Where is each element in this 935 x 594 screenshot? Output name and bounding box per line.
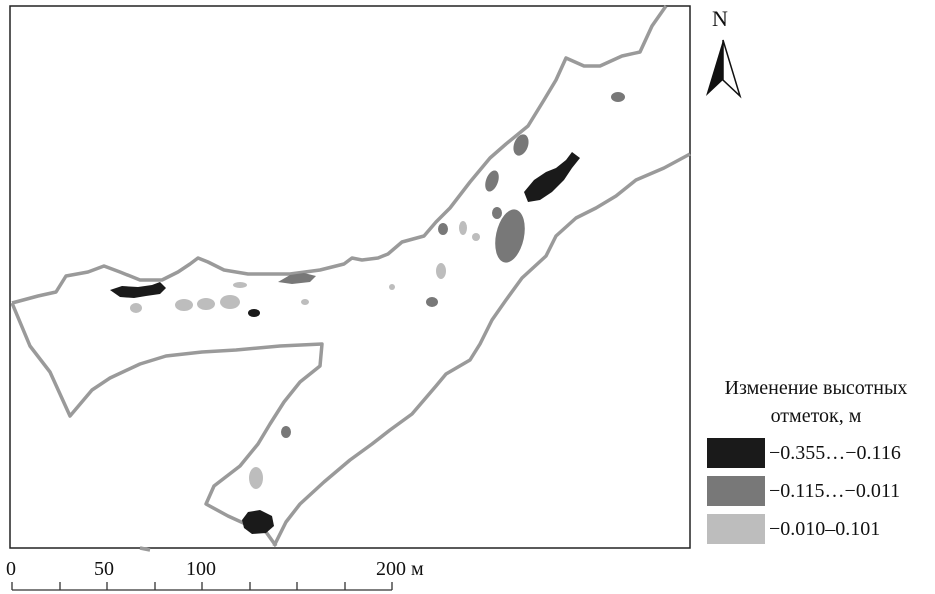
patch [242,510,274,534]
scale-label-100: 100 [186,558,216,580]
patch [436,263,446,279]
scale-label-50: 50 [94,558,114,580]
legend-label: −0.010–0.101 [769,517,881,540]
patch [197,298,215,310]
patch [233,282,247,288]
patch [495,209,525,263]
class-dark-patches [110,152,580,534]
legend-swatch [707,514,765,544]
patch [459,221,467,235]
legend-title-line2: отметок, м [770,405,862,427]
patch [249,467,263,489]
river-outline [10,4,691,552]
patch [438,223,448,235]
patch [248,309,260,317]
legend-title: Изменение высотных отметок, м [700,374,932,430]
legend-label: −0.115…−0.011 [769,479,901,502]
legend-label: −0.355…−0.116 [769,441,901,464]
legend-item: −0.115…−0.011 [707,474,900,508]
outline-inner-bank [10,302,324,548]
patch [130,303,142,313]
legend-swatch [707,438,765,468]
scale-bar [11,582,393,591]
outline-upper-bank [11,4,668,305]
patch [278,273,316,284]
patch [472,233,480,241]
class-light-patches [130,221,480,489]
legend-item: −0.010–0.101 [707,512,880,546]
patch [426,297,438,307]
scale-label-0: 0 [6,558,16,580]
legend-title-line1: Изменение высотных [724,377,908,399]
patch [301,299,309,305]
patch [513,134,529,156]
patch [492,207,502,219]
patch [281,426,291,438]
class-medium-patches [278,92,625,438]
patch [220,295,240,309]
north-arrow-icon [706,39,742,99]
legend-swatch [707,476,765,506]
patch [175,299,193,311]
outline-right-bank [272,152,691,547]
north-label: N [712,6,728,31]
patch [611,92,625,102]
patch [524,152,580,202]
legend-item: −0.355…−0.116 [707,436,901,470]
scale-label-200: 200 м [376,558,424,580]
map-frame [9,5,691,549]
patch [389,284,395,290]
patch [110,282,166,298]
outline-fragment [139,546,151,552]
patch [485,170,499,192]
